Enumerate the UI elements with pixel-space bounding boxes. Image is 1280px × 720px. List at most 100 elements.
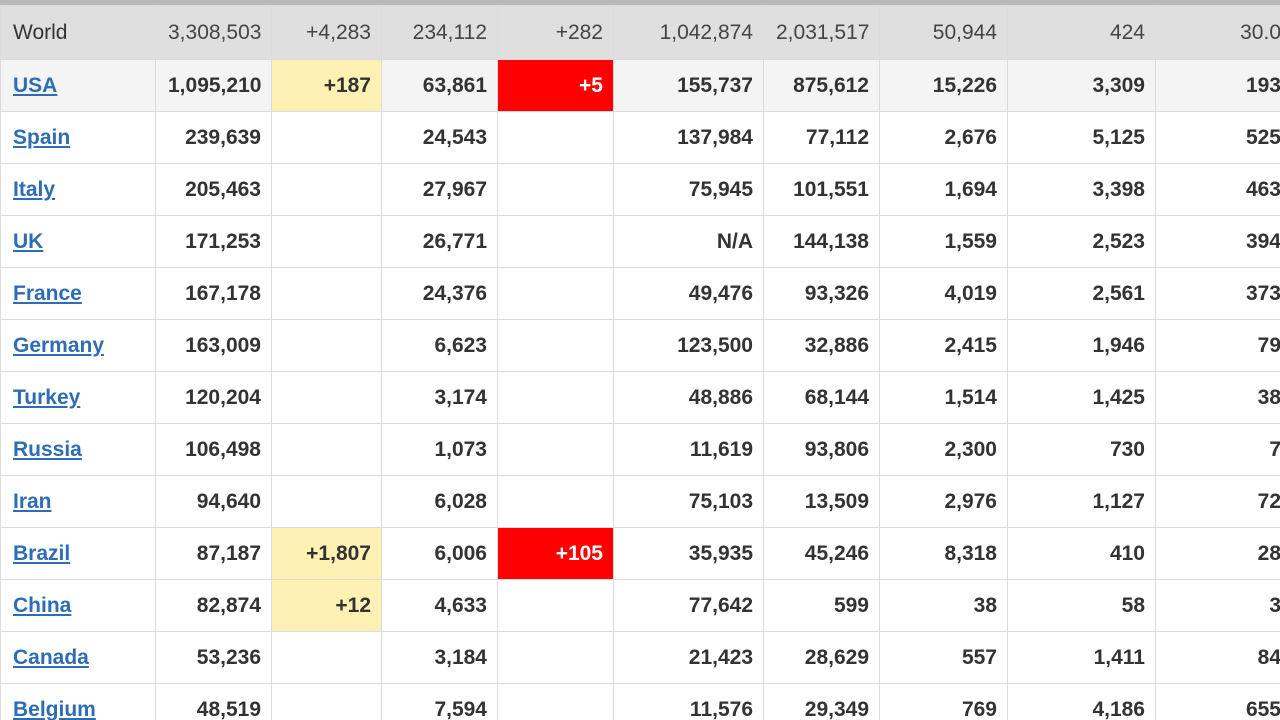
table-row: Germany 163,009 6,623 123,500 32,886 2,415 1,9… <box>0 319 1280 372</box>
serious-critical-cell: 2,300 <box>879 423 1008 476</box>
total-deaths-cell: 26,771 <box>381 215 498 268</box>
new-cases-cell <box>271 631 382 684</box>
total-cases-cell: 48,519 <box>155 683 272 720</box>
total-cases-cell: 1,095,210 <box>155 59 272 112</box>
country-link[interactable]: Germany <box>13 333 105 357</box>
deaths-per-1m-cell: 193 <box>1155 59 1280 112</box>
serious-critical-cell: 38 <box>879 579 1008 632</box>
world-label: World <box>0 5 156 60</box>
new-cases-cell <box>271 163 382 216</box>
active-cases-cell: 875,612 <box>763 59 880 112</box>
country-link[interactable]: Brazil <box>13 541 71 565</box>
active-cases-cell: 45,246 <box>763 527 880 580</box>
deaths-per-1m-cell: 373 <box>1155 267 1280 320</box>
total-cases-cell: 87,187 <box>155 527 272 580</box>
new-deaths-cell <box>497 579 614 632</box>
serious-critical-cell: 8,318 <box>879 527 1008 580</box>
total-cases-cell: 163,009 <box>155 319 272 372</box>
cases-per-1m-cell: 1,425 <box>1007 371 1156 424</box>
new-cases-cell <box>271 371 382 424</box>
serious-critical-cell: 2,976 <box>879 475 1008 528</box>
total-recovered-cell: N/A <box>613 215 764 268</box>
deaths-per-1m-cell: 79 <box>1155 319 1280 372</box>
country-link[interactable]: Italy <box>13 177 56 201</box>
world-total-row: World 3,308,503 +4,283 234,112 +282 1,04… <box>0 5 1280 60</box>
country-link[interactable]: Belgium <box>13 697 96 720</box>
cases-per-1m-cell: 1,411 <box>1007 631 1156 684</box>
total-deaths-cell: 4,633 <box>381 579 498 632</box>
total-recovered-cell: 11,619 <box>613 423 764 476</box>
total-cases-cell: 82,874 <box>155 579 272 632</box>
deaths-per-1m-cell: 72 <box>1155 475 1280 528</box>
new-cases-cell <box>271 267 382 320</box>
table-row: Spain 239,639 24,543 137,984 77,112 2,676 5,12… <box>0 111 1280 164</box>
new-deaths-cell <box>497 475 614 528</box>
deaths-per-1m-cell: 525 <box>1155 111 1280 164</box>
country-link[interactable]: USA <box>13 73 58 97</box>
serious-critical-cell: 4,019 <box>879 267 1008 320</box>
total-recovered-cell: 48,886 <box>613 371 764 424</box>
total-deaths-cell: 27,967 <box>381 163 498 216</box>
total-recovered-cell: 123,500 <box>613 319 764 372</box>
cases-per-1m-cell: 1,127 <box>1007 475 1156 528</box>
deaths-per-1m-cell: 463 <box>1155 163 1280 216</box>
serious-critical-cell: 2,676 <box>879 111 1008 164</box>
deaths-per-1m-cell: 3 <box>1155 579 1280 632</box>
total-cases-cell: 120,204 <box>155 371 272 424</box>
country-cell: Spain <box>0 111 156 164</box>
country-cell: UK <box>0 215 156 268</box>
country-cell: Iran <box>0 475 156 528</box>
country-cell: USA <box>0 59 156 112</box>
table-row: Iran 94,640 6,028 75,103 13,509 2,976 1,127 72 <box>0 475 1280 528</box>
deaths-per-1m-cell: 394 <box>1155 215 1280 268</box>
country-link[interactable]: Turkey <box>13 385 81 409</box>
table-row: Italy 205,463 27,967 75,945 101,551 1,694 3,39… <box>0 163 1280 216</box>
country-link[interactable]: Russia <box>13 437 82 461</box>
cases-per-1m-cell: 5,125 <box>1007 111 1156 164</box>
deaths-per-1m-cell: 38 <box>1155 371 1280 424</box>
total-cases-cell: 53,236 <box>155 631 272 684</box>
serious-critical-cell: 769 <box>879 683 1008 720</box>
country-link[interactable]: Canada <box>13 645 89 669</box>
active-cases-cell: 101,551 <box>763 163 880 216</box>
active-cases-cell: 28,629 <box>763 631 880 684</box>
total-deaths-cell: 3,184 <box>381 631 498 684</box>
deaths-per-1m-cell: 28 <box>1155 527 1280 580</box>
country-link[interactable]: China <box>13 593 72 617</box>
total-deaths-cell: 6,028 <box>381 475 498 528</box>
country-link[interactable]: UK <box>13 229 44 253</box>
new-deaths-cell <box>497 215 614 268</box>
world-serious-critical: 50,944 <box>879 5 1008 60</box>
total-cases-cell: 239,639 <box>155 111 272 164</box>
active-cases-cell: 93,806 <box>763 423 880 476</box>
country-link[interactable]: Spain <box>13 125 71 149</box>
new-cases-cell <box>271 319 382 372</box>
total-recovered-cell: 11,576 <box>613 683 764 720</box>
world-deaths-per-1m: 30.0 <box>1155 5 1280 60</box>
country-cell: Russia <box>0 423 156 476</box>
new-cases-cell: +187 <box>271 59 382 112</box>
new-deaths-cell: +105 <box>497 527 614 580</box>
active-cases-cell: 144,138 <box>763 215 880 268</box>
table-row: Russia 106,498 1,073 11,619 93,806 2,300 730 7 <box>0 423 1280 476</box>
country-link[interactable]: Iran <box>13 489 52 513</box>
total-cases-cell: 106,498 <box>155 423 272 476</box>
table-row: Belgium 48,519 7,594 11,576 29,349 769 4,186 65… <box>0 683 1280 720</box>
serious-critical-cell: 2,415 <box>879 319 1008 372</box>
table-row: Turkey 120,204 3,174 48,886 68,144 1,514 1,425… <box>0 371 1280 424</box>
deaths-per-1m-cell: 655 <box>1155 683 1280 720</box>
table-row: Brazil 87,187 +1,807 6,006 +105 35,935 45,246 8… <box>0 527 1280 580</box>
cases-per-1m-cell: 2,523 <box>1007 215 1156 268</box>
new-deaths-cell <box>497 163 614 216</box>
total-deaths-cell: 63,861 <box>381 59 498 112</box>
total-recovered-cell: 75,103 <box>613 475 764 528</box>
country-cell: Belgium <box>0 683 156 720</box>
country-cell: France <box>0 267 156 320</box>
country-link[interactable]: France <box>13 281 82 305</box>
active-cases-cell: 77,112 <box>763 111 880 164</box>
table-row: UK 171,253 26,771 N/A 144,138 1,559 2,523 394 <box>0 215 1280 268</box>
serious-critical-cell: 557 <box>879 631 1008 684</box>
table-row: Canada 53,236 3,184 21,423 28,629 557 1,411 84 <box>0 631 1280 684</box>
active-cases-cell: 32,886 <box>763 319 880 372</box>
